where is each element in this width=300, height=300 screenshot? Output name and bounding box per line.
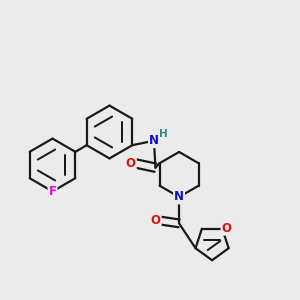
Text: O: O [126, 157, 136, 170]
Text: O: O [151, 214, 161, 227]
Text: H: H [160, 129, 168, 139]
Text: N: N [174, 190, 184, 203]
Text: F: F [49, 185, 56, 198]
Text: N: N [149, 134, 159, 147]
Text: O: O [221, 222, 232, 235]
